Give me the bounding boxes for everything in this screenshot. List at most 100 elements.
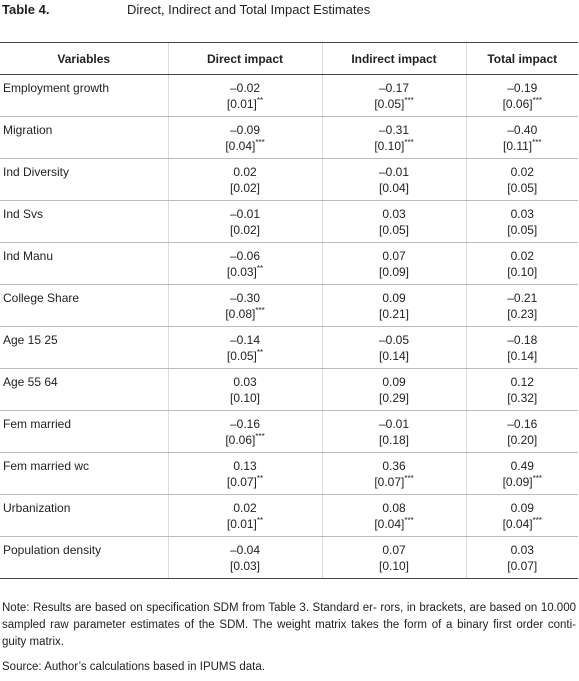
estimate: –0.04 [229, 543, 261, 557]
value-cell: 0.03 [0.10] [167, 368, 322, 411]
standard-error: [0.07] [467, 558, 579, 574]
estimate: 0.36 [382, 459, 406, 473]
table-row: Ind Manu –0.06 [0.03]** 0.07 [0.09] 0.02 [0.10… [0, 242, 579, 285]
value-cell: 0.02 [0.01]** [167, 494, 322, 537]
se-value: [0.07] [226, 475, 257, 489]
se-value: [0.04] [378, 181, 410, 195]
se-value: [0.06] [225, 433, 256, 447]
standard-error: [0.09]*** [467, 474, 579, 490]
se-value: [0.21] [378, 307, 410, 321]
table-row: Age 15 25 –0.14 [0.05]** –0.05 [0.14] –0.18 [0… [0, 326, 578, 369]
value-cell: –0.16 [0.20] [465, 410, 579, 453]
table-row: Ind Svs –0.01 [0.02] 0.03 [0.05] 0.03 [0.05] [0, 200, 579, 243]
significance-stars: *** [532, 96, 542, 105]
variable-name: Employment growth [0, 74, 168, 117]
significance-stars: ** [256, 348, 264, 357]
standard-error: [0.05] [467, 222, 579, 238]
estimate: –0.16 [507, 417, 538, 431]
variable-name: Ind Manu [0, 242, 168, 285]
standard-error: [0.08]*** [169, 306, 322, 322]
significance-stars: ** [256, 474, 264, 483]
value-cell: 0.02 [0.10] [465, 242, 579, 285]
value-cell: –0.05 [0.14] [321, 326, 466, 369]
estimate: –0.17 [378, 81, 410, 95]
se-value: [0.06] [502, 97, 533, 111]
estimate: 0.07 [382, 543, 406, 557]
se-value: [0.07] [507, 559, 538, 573]
se-value: [0.14] [378, 349, 410, 363]
significance-stars: *** [532, 474, 542, 483]
standard-error: [0.11]*** [467, 138, 579, 154]
variable-name: Fem married wc [0, 452, 168, 495]
table-row: Migration –0.09 [0.04]*** –0.31 [0.10]*** –0.… [0, 116, 579, 159]
standard-error: [0.03] [169, 558, 322, 574]
source: Source: Author’s calculations based in I… [2, 661, 265, 673]
value-cell: 0.07 [0.09] [321, 242, 466, 285]
value-cell: –0.31 [0.10]*** [321, 116, 466, 159]
table-row: Fem married wc 0.13 [0.07]** 0.36 [0.07]*** 0… [0, 452, 579, 495]
estimate: 0.03 [510, 543, 534, 557]
standard-error: [0.06]*** [467, 96, 579, 112]
variable-name: Urbanization [0, 494, 168, 537]
standard-error: [0.21] [323, 306, 466, 322]
standard-error: [0.32] [467, 390, 579, 406]
se-value: [0.02] [229, 181, 261, 195]
standard-error: [0.07]*** [323, 474, 466, 490]
variable-name: Migration [0, 116, 168, 159]
se-value: [0.07] [374, 475, 405, 489]
table-row: Employment growth –0.02 [0.01]** –0.17 [0.05… [0, 74, 579, 117]
value-cell: 0.02 [0.02] [167, 158, 322, 201]
se-value: [0.29] [378, 391, 410, 405]
estimate: –0.14 [229, 333, 261, 347]
column-header: Total impact [465, 42, 578, 75]
table-row: Urbanization 0.02 [0.01]** 0.08 [0.04]*** 0.0… [0, 494, 578, 537]
estimate: 0.09 [382, 291, 406, 305]
significance-stars: *** [404, 138, 414, 147]
se-value: [0.04] [225, 139, 256, 153]
se-value: [0.20] [507, 433, 538, 447]
table-row: Ind Diversity 0.02 [0.02] –0.01 [0.04] 0.02 [0… [0, 158, 578, 201]
significance-stars: ** [256, 96, 264, 105]
standard-error: [0.04]*** [169, 138, 322, 154]
standard-error: [0.07]** [169, 474, 322, 490]
value-cell: –0.16 [0.06]*** [167, 410, 322, 453]
standard-error: [0.14] [323, 348, 466, 364]
se-value: [0.10] [374, 139, 405, 153]
estimate: –0.30 [229, 291, 261, 305]
significance-stars: *** [532, 516, 542, 525]
variable-name: College Share [0, 284, 168, 327]
se-value: [0.05] [374, 97, 405, 111]
caption: Table 4. Direct, Indirect and Total Impa… [2, 2, 577, 18]
estimate: –0.01 [378, 417, 410, 431]
estimate: –0.19 [507, 81, 538, 95]
estimate: 0.02 [233, 501, 257, 515]
value-cell: 0.03 [0.05] [465, 200, 579, 243]
value-cell: 0.12 [0.32] [465, 368, 579, 411]
value-cell: –0.30 [0.08]*** [167, 284, 322, 327]
estimate: –0.40 [507, 123, 538, 137]
estimate: 0.08 [382, 501, 406, 515]
standard-error: [0.20] [467, 432, 579, 448]
se-value: [0.04] [374, 517, 405, 531]
standard-error: [0.01]** [169, 96, 322, 112]
standard-error: [0.05]*** [323, 96, 466, 112]
variable-name: Ind Diversity [0, 158, 168, 201]
standard-error: [0.10] [467, 264, 579, 280]
estimate: 0.07 [382, 249, 406, 263]
standard-error: [0.02] [169, 222, 322, 238]
se-value: [0.10] [229, 391, 261, 405]
significance-stars: *** [404, 96, 414, 105]
estimate: –0.05 [378, 333, 410, 347]
value-cell: 0.09 [0.04]*** [465, 494, 578, 537]
estimate: 0.02 [233, 165, 257, 179]
value-cell: 0.02 [0.05] [465, 158, 578, 201]
estimate: –0.01 [378, 165, 410, 179]
variable-name: Ind Svs [0, 200, 168, 243]
variable-name: Age 15 25 [0, 326, 168, 369]
table-row: Age 55 64 0.03 [0.10] 0.09 [0.29] 0.12 [0.32] [0, 368, 579, 411]
value-cell: 0.09 [0.29] [321, 368, 466, 411]
value-cell: 0.03 [0.05] [321, 200, 466, 243]
significance-stars: ** [256, 264, 264, 273]
value-cell: –0.01 [0.02] [167, 200, 322, 243]
value-cell: 0.36 [0.07]*** [321, 452, 466, 495]
